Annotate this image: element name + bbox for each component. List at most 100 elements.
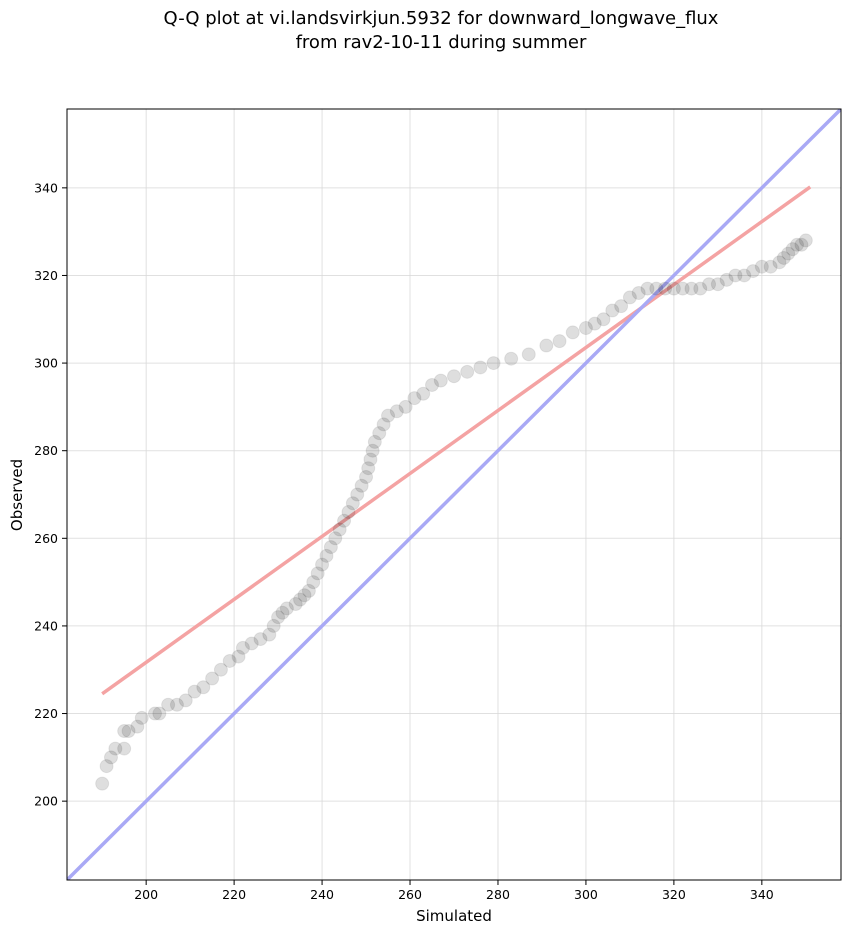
quantile-point bbox=[345, 496, 360, 511]
quantile-point bbox=[363, 452, 378, 467]
quantile-point bbox=[95, 776, 110, 791]
quantile-point bbox=[235, 640, 250, 655]
quantile-point bbox=[337, 513, 352, 528]
x-axis-label: Simulated bbox=[416, 907, 492, 925]
x-tick-label: 300 bbox=[574, 887, 598, 902]
quantile-point bbox=[473, 360, 488, 375]
quantile-point bbox=[416, 386, 431, 401]
x-tick-label: 240 bbox=[310, 887, 334, 902]
quantile-point bbox=[169, 697, 184, 712]
y-axis-ticks: 200 220 240 260 280 300 320 340 bbox=[34, 180, 67, 809]
quantile-point bbox=[719, 272, 734, 287]
quantile-points bbox=[95, 233, 813, 791]
quantile-point bbox=[328, 531, 343, 546]
quantile-point bbox=[504, 351, 519, 366]
quantile-point bbox=[631, 285, 646, 300]
quantile-point bbox=[447, 369, 461, 384]
quantile-point bbox=[297, 588, 312, 603]
identity-line bbox=[67, 109, 841, 880]
quantile-point bbox=[781, 246, 796, 261]
quantile-point bbox=[702, 277, 717, 292]
quantile-point bbox=[521, 347, 536, 362]
quantile-point bbox=[614, 299, 629, 314]
quantile-point bbox=[361, 461, 376, 476]
quantile-point bbox=[539, 338, 554, 353]
quantile-point bbox=[152, 706, 167, 721]
quantile-point bbox=[231, 649, 246, 664]
y-tick-label: 320 bbox=[34, 268, 58, 283]
quantile-point bbox=[376, 417, 391, 432]
y-tick-label: 300 bbox=[34, 356, 58, 371]
quantile-point bbox=[658, 281, 673, 296]
x-axis-ticks: 200 220 240 260 280 300 320 340 bbox=[134, 880, 774, 902]
x-tick-label: 260 bbox=[398, 887, 422, 902]
quantile-point bbox=[161, 697, 176, 712]
chart-title-line-2: from rav2-10-11 during summer bbox=[296, 32, 587, 53]
quantile-point bbox=[354, 478, 369, 493]
quantile-point bbox=[666, 281, 681, 296]
quantile-point bbox=[266, 618, 281, 633]
quantile-point bbox=[552, 334, 567, 349]
quantile-point bbox=[275, 605, 290, 620]
quantile-point bbox=[565, 325, 580, 340]
quantile-point bbox=[310, 566, 325, 581]
quantile-point bbox=[587, 316, 602, 331]
quantile-point bbox=[279, 601, 294, 616]
quantile-point bbox=[425, 377, 440, 392]
quantile-point bbox=[288, 597, 303, 612]
y-tick-label: 260 bbox=[34, 531, 58, 546]
quantile-point bbox=[103, 750, 118, 765]
quantile-point bbox=[205, 671, 220, 686]
quantile-point bbox=[130, 719, 145, 734]
x-tick-label: 340 bbox=[750, 887, 774, 902]
quantile-point bbox=[301, 583, 316, 598]
quantile-point bbox=[121, 724, 136, 739]
quantile-point bbox=[359, 469, 374, 484]
quantile-point bbox=[794, 237, 809, 252]
x-tick-label: 280 bbox=[486, 887, 510, 902]
quantile-point bbox=[244, 636, 259, 651]
quantile-point bbox=[785, 242, 800, 257]
y-tick-label: 280 bbox=[34, 443, 58, 458]
quantile-point bbox=[271, 610, 286, 625]
quantile-point bbox=[381, 408, 396, 423]
quantile-point bbox=[649, 281, 664, 296]
quantile-point bbox=[605, 303, 620, 318]
quantile-point bbox=[798, 233, 813, 248]
quantile-point bbox=[178, 693, 193, 708]
quantile-point bbox=[367, 434, 382, 449]
y-tick-label: 200 bbox=[34, 794, 58, 809]
quantile-point bbox=[772, 255, 787, 270]
quantile-point bbox=[222, 653, 237, 668]
quantile-point bbox=[389, 404, 404, 419]
quantile-point bbox=[754, 259, 769, 274]
quantile-point bbox=[332, 522, 347, 537]
quantile-point bbox=[684, 281, 699, 296]
quantile-point bbox=[350, 487, 365, 502]
y-tick-label: 240 bbox=[34, 618, 58, 633]
y-tick-label: 340 bbox=[34, 180, 58, 195]
quantile-point bbox=[99, 759, 114, 774]
quantile-point bbox=[737, 268, 752, 283]
quantile-point bbox=[693, 281, 708, 296]
quantile-point bbox=[407, 391, 422, 406]
quantile-point bbox=[213, 662, 228, 677]
quantile-point bbox=[746, 264, 761, 279]
quantile-point bbox=[640, 281, 655, 296]
x-tick-label: 200 bbox=[134, 887, 158, 902]
fit-line bbox=[101, 185, 812, 696]
quantile-point bbox=[147, 706, 162, 721]
y-tick-label: 220 bbox=[34, 706, 58, 721]
quantile-point bbox=[578, 321, 593, 336]
quantile-point bbox=[319, 548, 334, 563]
chart-title-line-1: Q-Q plot at vi.landsvirkjun.5932 for dow… bbox=[164, 8, 719, 29]
quantile-point bbox=[187, 684, 202, 699]
quantile-point bbox=[196, 680, 211, 695]
quantile-point bbox=[486, 356, 501, 371]
quantile-point bbox=[262, 627, 277, 642]
quantile-point bbox=[117, 741, 132, 756]
quantile-point bbox=[728, 268, 743, 283]
quantile-point bbox=[315, 557, 330, 572]
